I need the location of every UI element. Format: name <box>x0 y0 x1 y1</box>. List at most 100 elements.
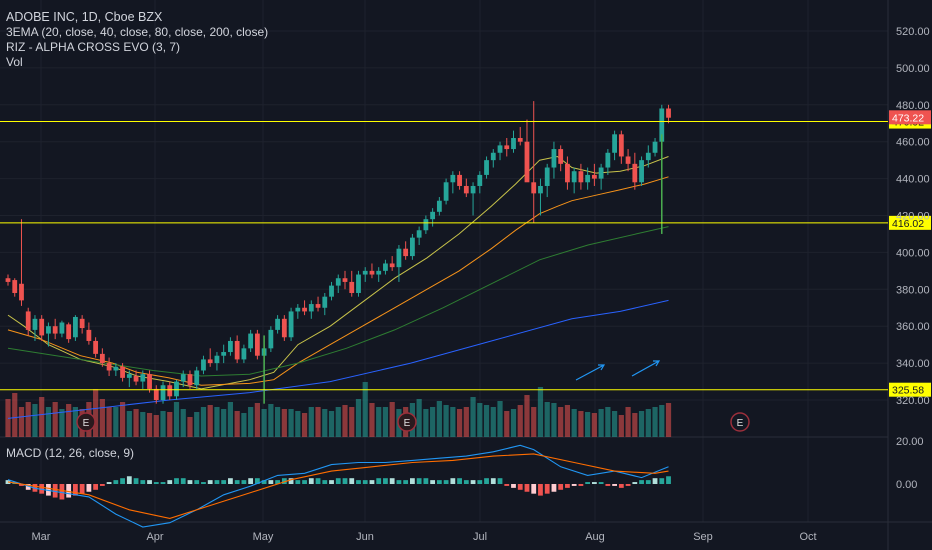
candle <box>32 315 38 341</box>
macd-hist-bar <box>571 484 577 486</box>
candle <box>315 296 321 312</box>
candle <box>436 197 442 216</box>
volume-bar <box>369 403 375 437</box>
earnings-marker: E <box>76 412 96 432</box>
macd-hist-bar <box>207 480 213 484</box>
earnings-marker: E <box>730 412 750 432</box>
price-tick: 440.00 <box>896 174 930 186</box>
volume-bar <box>510 409 517 437</box>
macd-hist-bar <box>470 480 476 484</box>
macd-hist-bar <box>477 480 483 484</box>
candle <box>126 370 132 388</box>
macd-tick: 20.00 <box>896 436 924 448</box>
candle <box>86 322 92 345</box>
macd-hist-bar <box>268 480 274 484</box>
volume-bar <box>160 411 166 437</box>
candle <box>66 322 72 343</box>
macd-hist-bar <box>517 484 523 490</box>
volume-bar <box>227 402 234 437</box>
arrow-icon <box>631 360 661 377</box>
volume-bar <box>18 407 25 437</box>
macd-hist-bar <box>99 484 105 486</box>
macd-hist-bar <box>625 484 631 486</box>
volume-bar <box>430 407 436 437</box>
volume-bar <box>578 411 584 437</box>
candle <box>268 326 274 353</box>
candle <box>52 318 58 340</box>
candle <box>517 126 523 146</box>
volume-bars <box>5 382 672 437</box>
volume-bar <box>585 412 591 437</box>
macd-hist-bar <box>531 484 537 494</box>
candle <box>430 208 436 227</box>
volume-bar <box>659 405 665 437</box>
candle <box>201 355 206 375</box>
macd-hist-bar <box>376 478 382 484</box>
macd-hist-bar <box>585 482 591 484</box>
volume-bar <box>66 404 72 437</box>
candle <box>281 315 287 341</box>
candle <box>140 370 146 389</box>
macd-hist-bar <box>19 484 24 486</box>
price-axis: 520.00 500.00 480.00 460.00 440.00 420.00 400.… <box>896 26 930 491</box>
macd-hist-bar <box>201 482 206 484</box>
macd-hist-bar <box>639 480 644 484</box>
macd-hist-bar <box>666 476 671 484</box>
indicator-macd[interactable]: MACD (12, 26, close, 9) <box>6 446 135 460</box>
volume-bar <box>268 404 274 437</box>
candle <box>443 178 449 205</box>
indicator-riz[interactable]: RIZ - ALPHA CROSS EVO (3, 7) <box>6 40 181 54</box>
volume-bar <box>301 413 308 437</box>
candle <box>106 357 112 377</box>
volume-bar <box>376 407 382 437</box>
indicator-vol[interactable]: Vol <box>6 55 23 69</box>
volume-bar <box>531 407 537 437</box>
price-tick: 420.00 <box>896 211 930 223</box>
time-tick: Jun <box>356 531 374 543</box>
ema-lines <box>7 155 669 419</box>
candle <box>356 270 361 297</box>
macd-hist-bar <box>113 480 119 484</box>
volume-bar <box>214 407 220 437</box>
candle <box>612 130 617 161</box>
macd-hist-bar <box>25 484 31 490</box>
macd-hist-bar <box>133 478 139 484</box>
ema-line-20 <box>7 155 669 390</box>
candle <box>423 215 429 234</box>
candle <box>153 385 159 404</box>
candle <box>369 263 375 279</box>
macd-hist-bar <box>618 484 624 488</box>
indicator-ema[interactable]: 3EMA (20, close, 40, close, 80, close, 2… <box>6 25 269 39</box>
volume-bar <box>504 411 510 437</box>
volume-bar <box>39 397 45 437</box>
volume-bar <box>146 413 153 437</box>
macd-hist-bar <box>228 478 233 484</box>
candle <box>410 233 415 260</box>
volume-bar <box>248 407 254 437</box>
volume-bar <box>612 411 618 437</box>
volume-bar <box>52 402 58 437</box>
macd-hist-bar <box>248 478 254 484</box>
volume-bar <box>477 403 483 437</box>
volume-bar <box>254 403 260 437</box>
macd-hist-bar <box>605 484 611 486</box>
volume-bar <box>470 397 476 437</box>
svg-text:325.58: 325.58 <box>892 385 924 397</box>
time-tick: Sep <box>693 531 713 543</box>
candle <box>645 145 651 168</box>
volume-bar <box>234 411 240 437</box>
candle <box>632 152 638 190</box>
macd-hist-bar <box>591 482 597 484</box>
macd-hist-bar <box>93 484 99 490</box>
macd-hist-bar <box>322 480 328 484</box>
volume-bar <box>59 409 65 437</box>
candle <box>578 163 584 190</box>
candle <box>39 315 45 341</box>
volume-bar <box>537 387 544 437</box>
candle <box>477 171 483 194</box>
candle <box>12 278 18 297</box>
volume-bar <box>342 405 348 437</box>
volume-bar <box>140 412 146 437</box>
